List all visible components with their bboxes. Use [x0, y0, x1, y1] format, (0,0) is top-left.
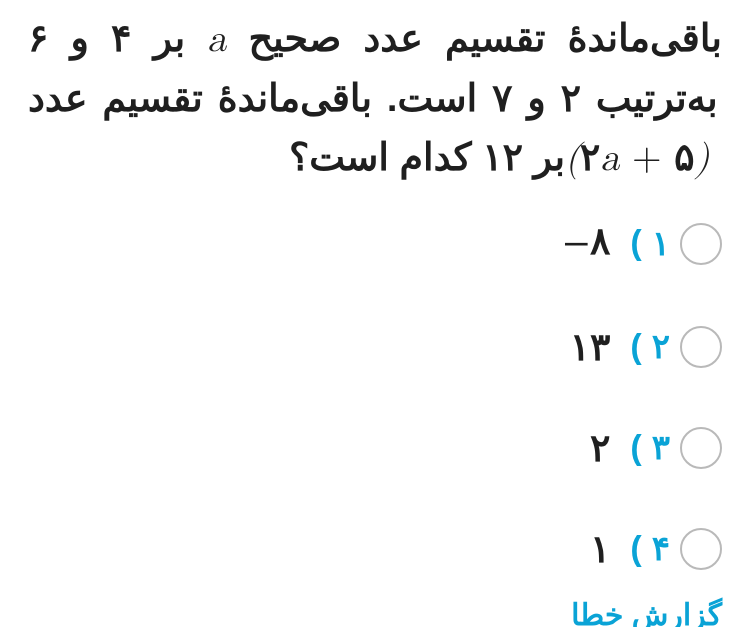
expr-open: (	[565, 140, 580, 178]
report-error-link[interactable]: گزارش خطا	[571, 598, 722, 627]
option-1[interactable]: ۱ ) −۸	[28, 219, 722, 269]
option-paren: )	[630, 224, 641, 263]
option-number: ۱	[652, 224, 670, 264]
question-math-a: a	[207, 21, 226, 59]
option-number: ۴	[652, 529, 670, 569]
expr-plus: +	[619, 140, 674, 178]
expr-a: a	[600, 140, 619, 178]
minus-sign: −	[563, 226, 590, 264]
question-math-expr: (۲a + ۵)	[565, 140, 722, 178]
option-paren: )	[630, 328, 641, 367]
question-part1: باقی‌ماندهٔ تقسیم عدد صحیح	[226, 18, 722, 60]
option-paren: )	[630, 530, 641, 569]
expr-five: ۵	[674, 137, 694, 179]
radio-icon[interactable]	[680, 326, 722, 368]
option-value: ۲	[590, 426, 610, 471]
quiz-container: باقی‌ماندهٔ تقسیم عدد صحیح a بر ۴ و ۶ به…	[0, 0, 750, 627]
question-text: باقی‌ماندهٔ تقسیم عدد صحیح a بر ۴ و ۶ به…	[28, 10, 722, 189]
option-3[interactable]: ۳ ) ۲	[28, 426, 722, 471]
expr-two: ۲	[580, 137, 600, 179]
option-number: ۳	[652, 428, 670, 468]
option-paren: )	[630, 429, 641, 468]
option-value: −۸	[561, 219, 611, 269]
option-value: ۱	[590, 527, 610, 572]
option-value: ۱۳	[570, 325, 611, 370]
option-4[interactable]: ۴ ) ۱	[28, 527, 722, 572]
option-2[interactable]: ۲ ) ۱۳	[28, 325, 722, 370]
radio-icon[interactable]	[680, 427, 722, 469]
options-list: ۱ ) −۸ ۲ ) ۱۳ ۳ ) ۲ ۴ ) ۱	[28, 219, 722, 572]
radio-icon[interactable]	[680, 223, 722, 265]
expr-close: )	[695, 140, 710, 178]
option-value-text: ۸	[590, 221, 610, 263]
radio-icon[interactable]	[680, 528, 722, 570]
question-part3: بر ۱۲ کدام است؟	[289, 137, 565, 179]
option-number: ۲	[652, 327, 670, 367]
